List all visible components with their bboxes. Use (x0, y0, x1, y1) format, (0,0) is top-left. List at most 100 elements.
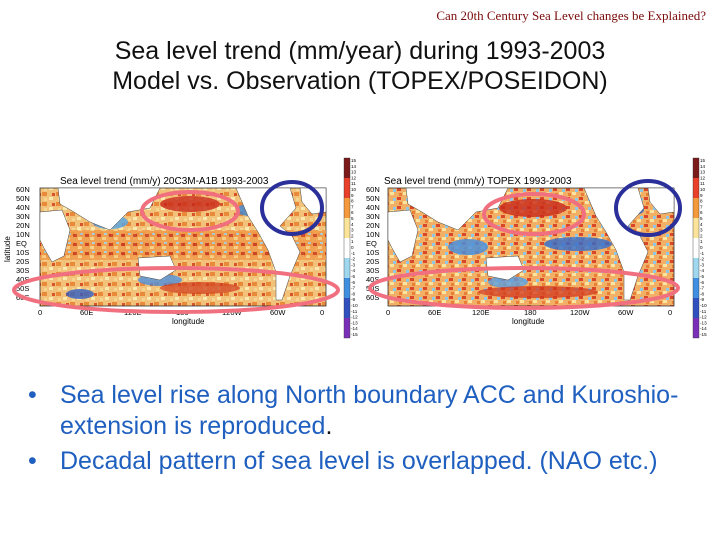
observation-nao-highlight-ellipse (614, 179, 682, 237)
lat-tick: 50S (16, 284, 29, 293)
colorbar-label: 11 (700, 181, 705, 186)
lat-tick: 40N (366, 203, 380, 212)
bullet-text: Sea level rise along North boundary ACC … (60, 381, 679, 440)
colorbar-label: -11 (700, 309, 707, 314)
colorbar-label: -8 (700, 291, 705, 296)
lat-tick: 10S (366, 248, 379, 257)
lon-tick: 60W (618, 308, 634, 317)
colorbar-label: 3 (700, 228, 703, 233)
bullet-item: • Decadal pattern of sea level is overla… (28, 446, 708, 477)
colorbar-label: -15 (351, 332, 358, 337)
colorbar-label: 2 (351, 233, 354, 238)
colorbar-label: -15 (700, 332, 707, 337)
colorbar-label: -9 (351, 297, 356, 302)
lat-tick: 60N (16, 185, 30, 194)
lon-tick: 60E (428, 308, 441, 317)
colorbar-label: -2 (700, 257, 705, 262)
colorbar-label: 13 (700, 170, 706, 175)
colorbar-label: 6 (700, 210, 703, 215)
colorbar-label: 12 (351, 175, 357, 180)
lat-tick: EQ (366, 239, 377, 248)
colorbar-label: -12 (351, 315, 358, 320)
lat-tick: 20S (16, 257, 29, 266)
colorbar-label: -10 (351, 303, 358, 308)
lat-tick: 50S (366, 284, 379, 293)
lat-tick: 10N (16, 230, 30, 239)
colorbar-label: 15 (351, 158, 357, 163)
slide-title: Sea level trend (mm/year) during 1993-20… (0, 36, 720, 96)
lat-tick: 20S (366, 257, 379, 266)
title-line-1: Sea level trend (mm/year) during 1993-20… (114, 37, 606, 65)
observation-map-heading: Sea level trend (mm/y) TOPEX 1993-2003 (384, 176, 572, 187)
colorbar-label: 9 (351, 193, 354, 198)
colorbar-label: 7 (700, 204, 703, 209)
lat-tick: 30S (366, 266, 379, 275)
colorbar-label: -3 (351, 262, 356, 267)
lat-tick: 10S (16, 248, 29, 257)
model-colorbar-labels: 15 14 13 12 11 10 9 8 7 6 5 4 3 2 1 0 -1… (351, 158, 358, 337)
lat-tick: 60S (366, 293, 379, 302)
colorbar-label: -7 (700, 286, 705, 291)
lon-tick: 60W (270, 308, 286, 317)
model-kuroshio-highlight-ellipse (140, 190, 240, 232)
observation-colorbar-labels: 15 14 13 12 11 10 9 8 7 6 5 4 3 2 1 0 -1… (700, 158, 707, 337)
observation-acc-highlight-ellipse (368, 266, 680, 310)
colorbar-label: 5 (351, 216, 354, 221)
colorbar-label: 4 (700, 222, 703, 227)
colorbar-label: -4 (700, 268, 705, 273)
colorbar-label: -4 (351, 268, 356, 273)
lat-tick: 10N (366, 230, 380, 239)
lat-tick: 50N (366, 194, 380, 203)
colorbar-label: -13 (351, 320, 358, 325)
lon-tick: 0 (320, 308, 324, 317)
colorbar-label: 6 (351, 210, 354, 215)
lon-tick: 0 (38, 308, 42, 317)
lon-tick: 0 (386, 308, 390, 317)
lat-tick: 20N (16, 221, 30, 230)
bullet-list: • Sea level rise along North boundary AC… (28, 380, 708, 481)
observation-colorbar (692, 157, 700, 339)
colorbar-label: 12 (700, 175, 706, 180)
lat-tick: 60N (366, 185, 380, 194)
colorbar-label: -6 (700, 280, 705, 285)
colorbar-label: 14 (700, 164, 706, 169)
colorbar-label: 14 (351, 164, 357, 169)
model-map-land-asia (57, 187, 161, 231)
model-acc-highlight-ellipse (12, 266, 340, 314)
model-map-land-africa (39, 209, 71, 263)
observation-map-blue-patch (448, 239, 488, 255)
observation-map-blue-patch (544, 237, 612, 251)
bullet-text: Decadal pattern of sea level is overlapp… (60, 447, 658, 475)
title-line-2: Model vs. Observation (TOPEX/POSEIDON) (112, 67, 608, 95)
colorbar-label: -1 (351, 251, 356, 256)
bullet-dot-icon: • (28, 447, 37, 475)
bullet-tail: . (325, 412, 333, 440)
colorbar-label: 0 (351, 245, 354, 250)
lat-tick: EQ (16, 239, 27, 248)
model-map-blue-patch (66, 289, 94, 299)
colorbar-label: -9 (700, 297, 705, 302)
colorbar-label: 3 (351, 228, 354, 233)
lat-tick: 30N (16, 212, 30, 221)
slide-header: Can 20th Century Sea Level changes be Ex… (436, 8, 706, 23)
lon-tick: 180 (524, 308, 537, 317)
colorbar-label: -14 (351, 326, 358, 331)
colorbar-label: 11 (351, 181, 356, 186)
colorbar-label: -5 (351, 274, 356, 279)
colorbar-label: 7 (351, 204, 354, 209)
colorbar-label: -11 (351, 309, 358, 314)
lat-tick: 40N (16, 203, 30, 212)
colorbar-label: -7 (351, 286, 356, 291)
colorbar-label: -10 (700, 303, 707, 308)
lon-tick: 120E (472, 308, 490, 317)
observation-map-red-patch (499, 199, 567, 217)
model-map-panel: Sea level trend (mm/y) 20C3M-A1B 1993-20… (3, 157, 358, 339)
bullet-dot-icon: • (28, 381, 37, 409)
observation-kuroshio-highlight-ellipse (482, 192, 586, 236)
colorbar-label: -14 (700, 326, 707, 331)
colorbar-label: 0 (700, 245, 703, 250)
colorbar-label: 2 (700, 233, 703, 238)
lon-tick: 0 (668, 308, 672, 317)
colorbar-label: -3 (700, 262, 705, 267)
observation-map-xlabel: longitude (512, 317, 545, 326)
